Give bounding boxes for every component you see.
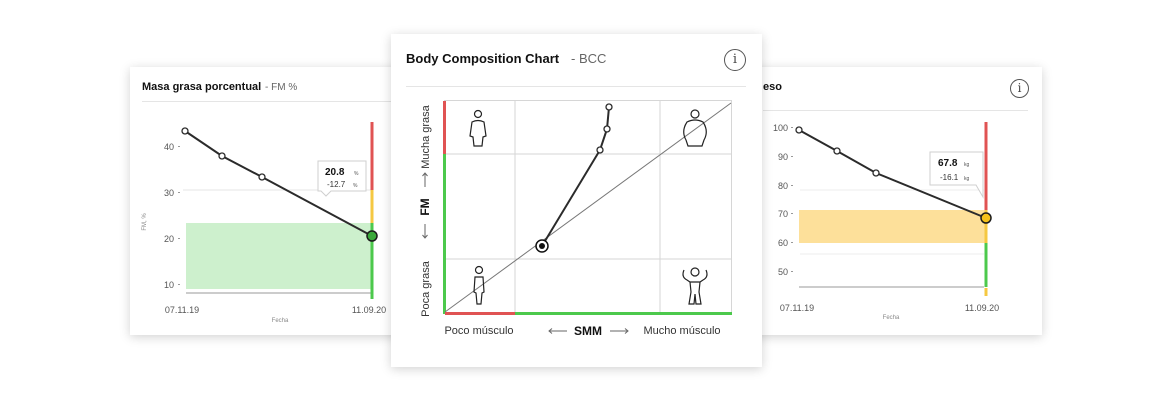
info-icon[interactable]: i bbox=[724, 49, 746, 71]
bcc-y-high-label: Mucha grasa bbox=[420, 104, 432, 168]
arrow-up-icon bbox=[422, 172, 428, 187]
weight-card-divider bbox=[763, 110, 1028, 111]
bcc-x-range-red bbox=[445, 312, 515, 315]
bcc-y-range-green bbox=[443, 154, 446, 314]
bcc-data-point[interactable] bbox=[596, 146, 604, 154]
bcc-x-high-label: Mucho músculo bbox=[643, 325, 720, 337]
bcc-y-low-label: Poca grasa bbox=[420, 260, 432, 317]
weight-card-title: eso bbox=[763, 81, 782, 93]
bcc-data-point[interactable] bbox=[605, 103, 613, 111]
bcc-card-subtitle: - BCC bbox=[571, 51, 607, 66]
obese-person-icon bbox=[683, 109, 707, 147]
bcc-chart: Mucha grasa Poca grasa FM Poco músculo S… bbox=[418, 100, 732, 338]
arrow-right-icon bbox=[610, 328, 629, 334]
bcc-card-title: Body Composition Chart bbox=[406, 51, 560, 66]
bcc-reference-line bbox=[444, 102, 732, 313]
arrow-left-icon bbox=[548, 328, 567, 334]
fm-card-title: Masa grasa porcentual bbox=[142, 81, 262, 93]
thin-person-icon bbox=[473, 265, 485, 305]
fm-card-divider bbox=[142, 101, 410, 102]
bcc-y-range-red bbox=[443, 101, 446, 154]
bcc-series-line bbox=[541, 106, 610, 247]
muscular-person-icon bbox=[682, 267, 708, 305]
bcc-card-divider bbox=[406, 86, 746, 87]
info-icon[interactable]: i bbox=[1010, 79, 1029, 98]
fm-percent-card: Masa grasa porcentual - FM % bbox=[130, 67, 410, 335]
bcc-x-low-label: Poco músculo bbox=[444, 325, 513, 337]
bcc-card: Body Composition Chart - BCC i bbox=[391, 34, 762, 367]
bcc-x-axis-label: SMM bbox=[574, 324, 602, 338]
bcc-y-axis-label: FM bbox=[418, 198, 432, 215]
bcc-current-point-core bbox=[539, 243, 545, 249]
slim-person-icon bbox=[469, 109, 487, 147]
bcc-y-axis-title: FM bbox=[418, 172, 432, 239]
weight-card: eso i bbox=[745, 67, 1042, 335]
fm-card-subtitle: - FM % bbox=[265, 82, 298, 93]
bcc-x-range-green bbox=[515, 312, 732, 315]
bcc-data-point[interactable] bbox=[603, 125, 611, 133]
arrow-down-icon bbox=[422, 224, 428, 239]
